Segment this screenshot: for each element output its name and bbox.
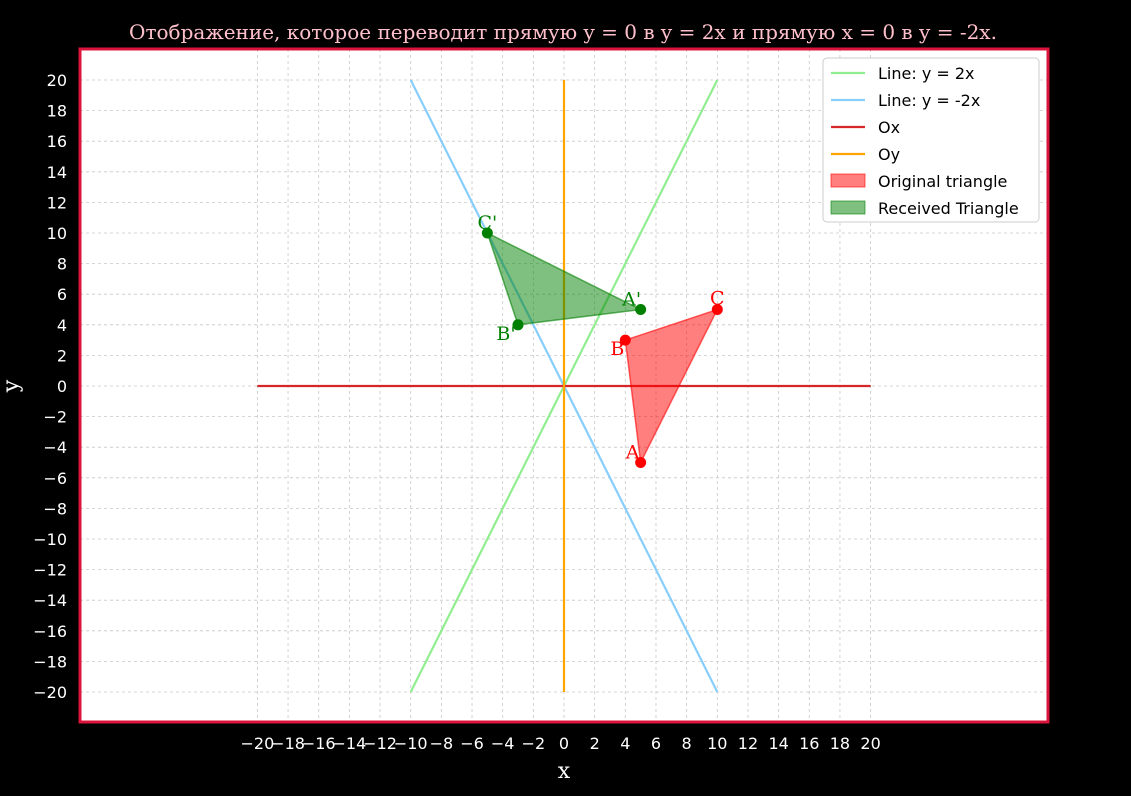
y-tick-label: −2 — [43, 408, 67, 427]
x-tick-label: 4 — [620, 734, 630, 753]
legend: Line: y = 2x Line: y = -2x Ox Oy Original tr… — [822, 57, 1040, 223]
y-tick-label: −8 — [43, 499, 67, 518]
y-tick-label: −14 — [33, 591, 67, 610]
x-tick-label: 6 — [651, 734, 661, 753]
x-tick-label: 14 — [768, 734, 788, 753]
vertex-label: B — [610, 338, 624, 360]
series-layer: A B C A' B' C' — [257, 79, 871, 693]
x-tick-label: 0 — [559, 734, 569, 753]
y-tick-label: 4 — [57, 316, 67, 335]
tick-layer: −20−18−16−14−12−10 −8 −6 −4 −2 0 2 4 6 8 10 12 14 16 1… — [33, 71, 881, 753]
y-tick-label: −4 — [43, 438, 67, 457]
legend-entry: Ox — [878, 118, 900, 137]
y-tick-label: 18 — [47, 102, 67, 121]
y-tick-label: 0 — [57, 377, 67, 396]
x-tick-label: −6 — [460, 734, 484, 753]
y-tick-label: −6 — [43, 469, 67, 488]
y-axis-label: y — [0, 379, 24, 393]
legend-box — [822, 57, 1040, 223]
y-tick-label: −12 — [33, 561, 67, 580]
x-tick-label: −14 — [332, 734, 366, 753]
vertex-label: B' — [496, 323, 515, 345]
vertex-label: A — [625, 442, 640, 464]
y-tick-label: −16 — [33, 622, 67, 641]
y-tick-label: 10 — [47, 224, 67, 243]
x-tick-label: 18 — [830, 734, 850, 753]
vertex-point — [619, 334, 631, 346]
x-tick-label: −12 — [363, 734, 397, 753]
y-tick-label: −20 — [33, 683, 67, 702]
vertex-point — [512, 319, 524, 331]
vertex-point — [481, 227, 493, 239]
x-tick-label: 16 — [799, 734, 819, 753]
x-axis-label: x — [558, 759, 571, 784]
legend-entry: Received Triangle — [878, 199, 1019, 218]
chart-title: Отображение, которое переводит прямую y … — [129, 20, 997, 44]
x-tick-label: 20 — [860, 734, 880, 753]
legend-entry: Line: y = -2x — [878, 91, 980, 110]
triangle-fill — [486, 231, 644, 326]
vertex-point — [711, 304, 723, 315]
y-tick-label: 12 — [47, 193, 67, 212]
x-tick-label: 10 — [707, 734, 727, 753]
legend-swatch — [830, 200, 866, 215]
x-tick-label: −8 — [430, 734, 454, 753]
x-tick-label: −16 — [302, 734, 336, 753]
legend-entry: Line: y = 2x — [878, 64, 975, 83]
y-tick-label: 20 — [47, 71, 67, 90]
x-tick-label: −2 — [522, 734, 546, 753]
x-tick-label: 2 — [590, 734, 600, 753]
x-tick-label: −4 — [491, 734, 515, 753]
triangle-fill — [624, 308, 719, 466]
legend-entry: Oy — [878, 145, 900, 164]
y-tick-label: −10 — [33, 530, 67, 549]
x-tick-label: −20 — [241, 734, 275, 753]
legend-entry: Original triangle — [878, 172, 1007, 191]
vertex-label: C' — [477, 212, 497, 234]
y-tick-label: −18 — [33, 652, 67, 671]
x-tick-label: 8 — [682, 734, 692, 753]
x-tick-label: −18 — [271, 734, 305, 753]
y-tick-label: 14 — [47, 163, 67, 182]
y-tick-label: 6 — [57, 285, 67, 304]
x-tick-label: −10 — [394, 734, 428, 753]
y-tick-label: 16 — [47, 132, 67, 151]
vertex-point — [635, 457, 647, 468]
vertex-point — [635, 304, 647, 315]
x-tick-label: 12 — [738, 734, 758, 753]
legend-swatch — [830, 173, 866, 188]
y-tick-label: 2 — [57, 346, 67, 365]
vertex-label: A' — [621, 289, 641, 311]
y-tick-label: 8 — [57, 255, 67, 274]
plot-frame — [78, 47, 1050, 724]
vertex-label: C — [710, 288, 725, 310]
